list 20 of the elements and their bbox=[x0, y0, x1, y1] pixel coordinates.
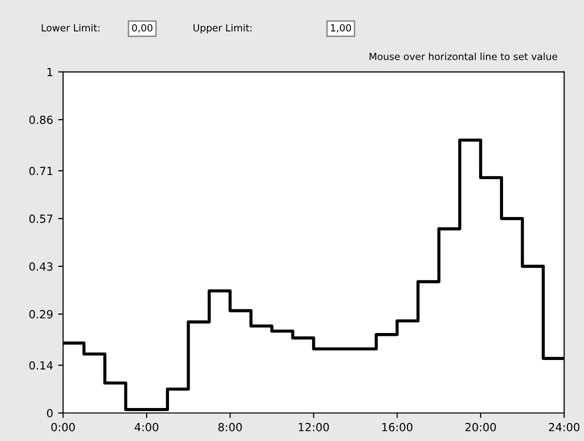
x-tick-label: 20:00 bbox=[465, 422, 496, 432]
x-tick-label: 8:00 bbox=[218, 422, 242, 432]
text: 1,00 bbox=[331, 24, 351, 32]
x-tick-label: 24:00 bbox=[548, 422, 580, 432]
text: Lower Limit: bbox=[42, 24, 100, 32]
y-tick-label: 0.71 bbox=[29, 166, 52, 176]
y-tick-label: 0.86 bbox=[29, 116, 53, 124]
x-tick-label: 12:00 bbox=[298, 422, 329, 432]
y-tick-label: 1 bbox=[48, 68, 52, 76]
x-tick-label: 0:00 bbox=[51, 422, 75, 432]
text: Mouse over horizontal line to set value bbox=[370, 52, 558, 60]
y-tick-label: 0.14 bbox=[29, 361, 53, 370]
x-tick-label: 16:00 bbox=[382, 422, 412, 432]
text: Upper Limit: bbox=[194, 24, 252, 34]
text: 0,00 bbox=[132, 24, 152, 32]
y-tick-label: 0.57 bbox=[29, 214, 52, 223]
y-tick-label: 0.29 bbox=[29, 310, 53, 318]
x-tick-label: 4:00 bbox=[134, 422, 158, 432]
y-tick-label: 0.43 bbox=[29, 262, 52, 271]
y-tick-label: 0 bbox=[47, 408, 53, 418]
